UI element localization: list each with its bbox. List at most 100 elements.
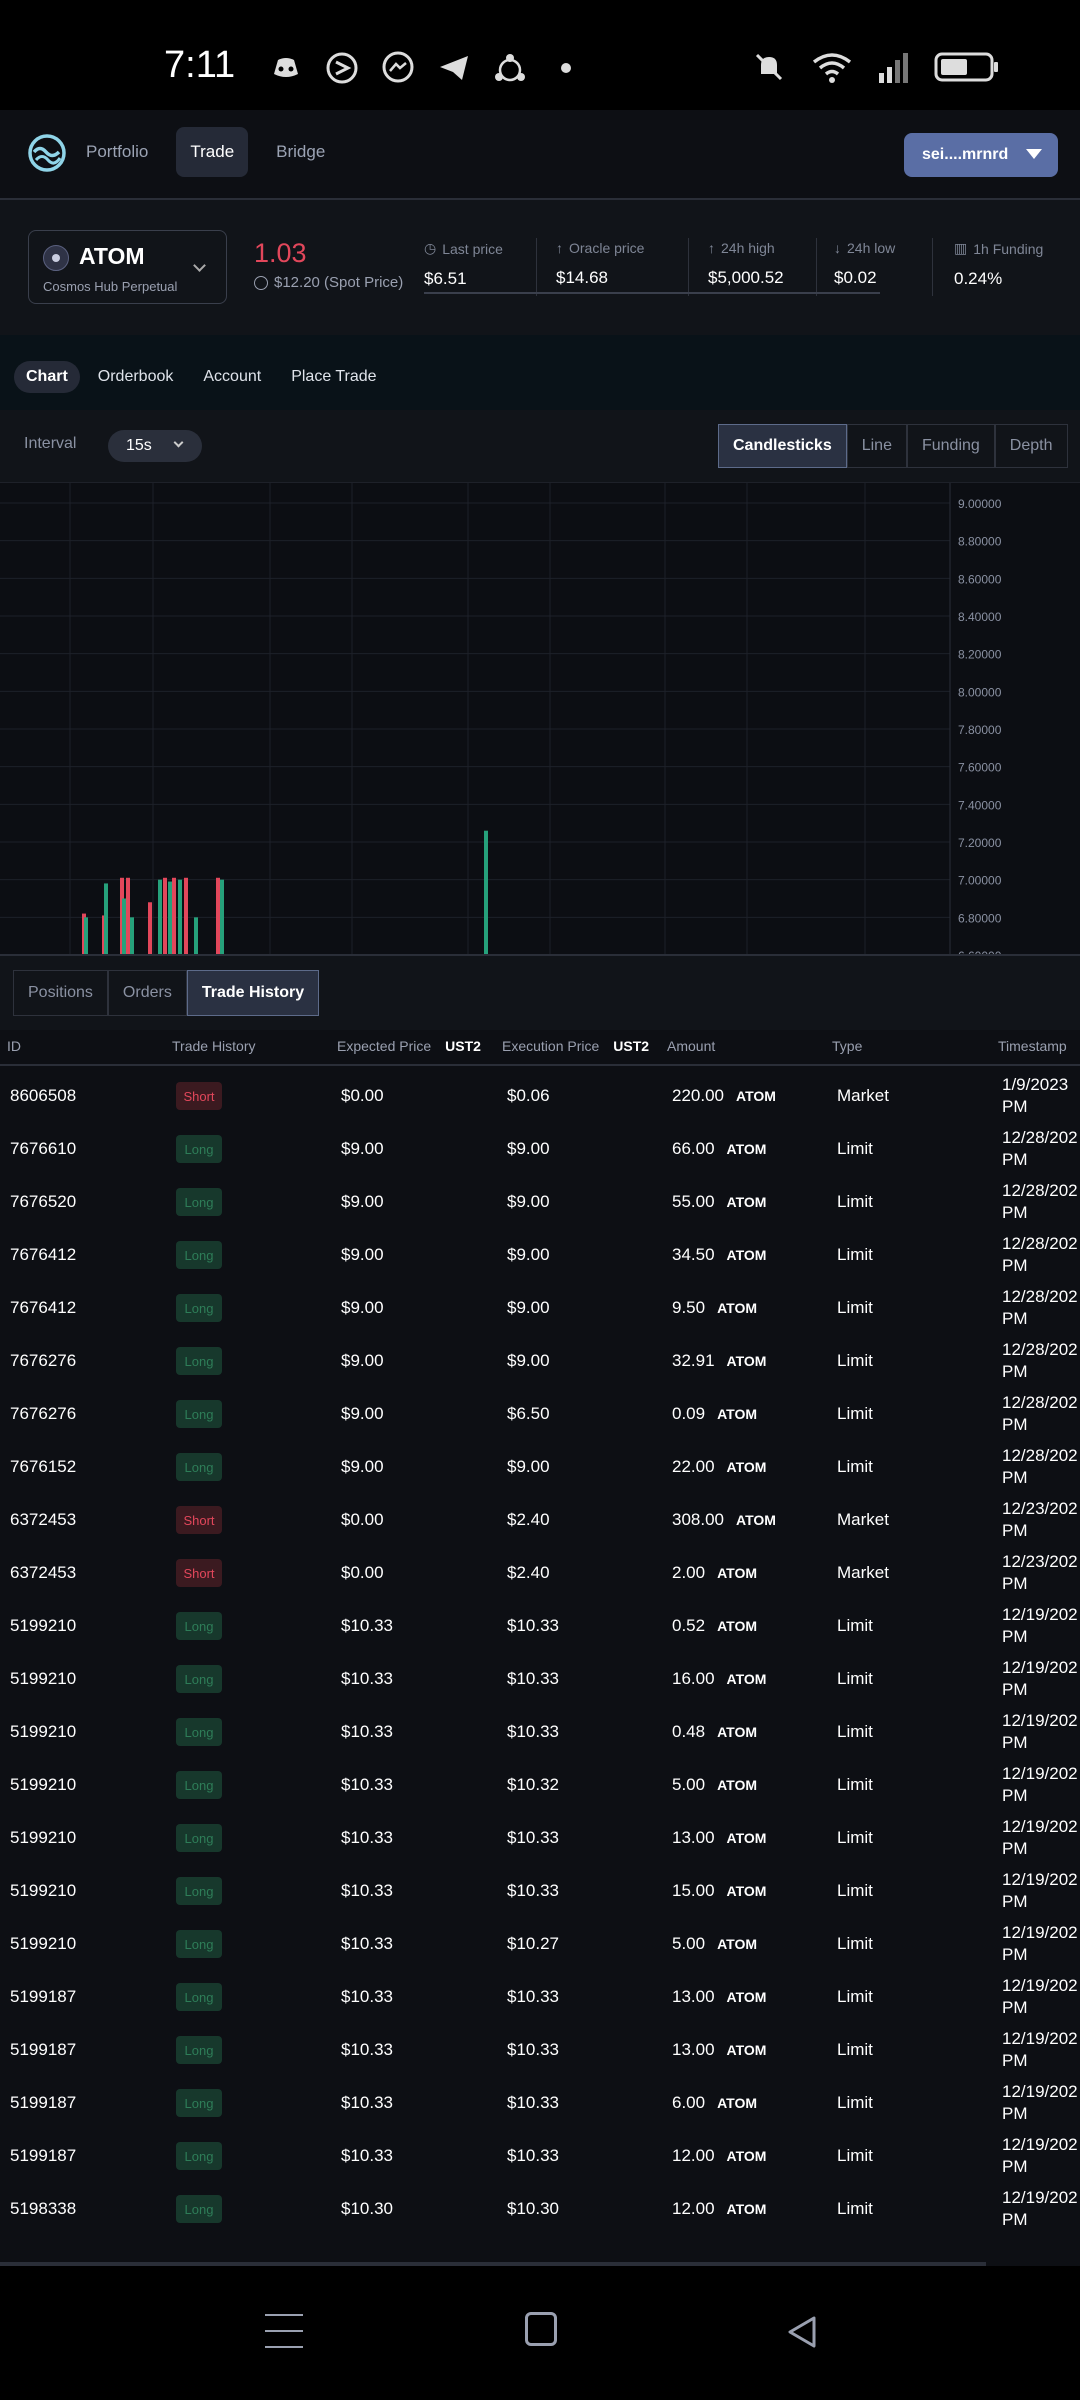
arrow-up-icon: ↑: [708, 240, 715, 256]
col-execution-unit: UST2: [613, 1038, 650, 1054]
spot-price: $12.20 (Spot Price): [254, 274, 403, 291]
table-row[interactable]: 8606508 Short $0.00 $0.06 220.00 ATOM Market 1/…: [0, 1070, 1080, 1123]
table-row[interactable]: 7676152 Long $9.00 $9.00 22.00 ATOM Limit 12/28…: [0, 1441, 1080, 1494]
table-row[interactable]: 7676276 Long $9.00 $6.50 0.09 ATOM Limit 12/28/…: [0, 1388, 1080, 1441]
table-row[interactable]: 7676412 Long $9.00 $9.00 34.50 ATOM Limit 12/28…: [0, 1229, 1080, 1282]
table-row[interactable]: 5199210 Long $10.33 $10.33 13.00 ATOM Limit 12/…: [0, 1812, 1080, 1865]
table-row[interactable]: 7676412 Long $9.00 $9.00 9.50 ATOM Limit 12/28/…: [0, 1282, 1080, 1335]
trade-id: 5199187: [10, 1987, 77, 2006]
amount: 5.00 ATOM: [672, 1934, 757, 1954]
amount-unit: ATOM: [726, 1247, 767, 1263]
trade-id: 6372453: [10, 1510, 77, 1529]
tab-place-trade[interactable]: Place Trade: [291, 368, 377, 385]
tab-candlesticks[interactable]: Candlesticks: [718, 424, 847, 468]
table-row[interactable]: 5199210 Long $10.33 $10.33 0.48 ATOM Limit 12/1…: [0, 1706, 1080, 1759]
table-row[interactable]: 7676610 Long $9.00 $9.00 66.00 ATOM Limit 12/28…: [0, 1123, 1080, 1176]
table-row[interactable]: 5199210 Long $10.33 $10.32 5.00 ATOM Limit 12/1…: [0, 1759, 1080, 1812]
timestamp-time: PM: [1002, 1309, 1028, 1328]
timestamp-time: PM: [1002, 1786, 1028, 1805]
table-row[interactable]: 6372453 Short $0.00 $2.40 308.00 ATOM Market 12…: [0, 1494, 1080, 1547]
wallet-button[interactable]: sei....mrnrd: [904, 133, 1058, 177]
order-type: Market: [837, 1563, 889, 1582]
expected-price: $10.33: [341, 1775, 393, 1794]
table-row[interactable]: 6372453 Short $0.00 $2.40 2.00 ATOM Market 12/2…: [0, 1547, 1080, 1600]
status-time: 7:11: [164, 44, 236, 86]
tab-line[interactable]: Line: [846, 424, 907, 468]
expected-price: $9.00: [341, 1245, 384, 1264]
timestamp-date: 12/19/202: [1002, 1711, 1078, 1730]
timestamp-time: PM: [1002, 1892, 1028, 1911]
trade-id: 7676610: [10, 1139, 77, 1158]
horizontal-scrollbar[interactable]: [0, 2262, 986, 2266]
sei-logo-icon[interactable]: [26, 132, 68, 174]
nav-bridge[interactable]: Bridge: [276, 142, 326, 161]
tab-positions[interactable]: Positions: [13, 970, 108, 1016]
table-row[interactable]: 5199187 Long $10.33 $10.33 12.00 ATOM Limit 12/…: [0, 2130, 1080, 2183]
y-tick-label: 8.40000: [958, 610, 1002, 624]
table-row[interactable]: 5199210 Long $10.33 $10.27 5.00 ATOM Limit 12/1…: [0, 1918, 1080, 1971]
amount-value: 34.50: [672, 1245, 715, 1264]
market-selector[interactable]: ATOM Cosmos Hub Perpetual: [28, 230, 227, 304]
trade-id: 8606508: [10, 1086, 77, 1105]
table-row[interactable]: 5199187 Long $10.33 $10.33 6.00 ATOM Limit 12/1…: [0, 2077, 1080, 2130]
amount: 12.00 ATOM: [672, 2146, 766, 2166]
amount: 0.09 ATOM: [672, 1404, 757, 1424]
execution-price: $0.06: [507, 1086, 550, 1105]
trade-id: 5199210: [10, 1722, 77, 1741]
nav-portfolio[interactable]: Portfolio: [86, 142, 149, 161]
execution-price: $10.33: [507, 1669, 559, 1688]
timestamp-time: PM: [1002, 1097, 1028, 1116]
table-row[interactable]: 5199210 Long $10.33 $10.33 16.00 ATOM Limit 12/…: [0, 1653, 1080, 1706]
col-execution-label: Execution Price: [502, 1038, 600, 1054]
wallet-address: sei....mrnrd: [922, 146, 1009, 163]
amount: 66.00 ATOM: [672, 1139, 766, 1159]
order-type: Limit: [837, 1881, 873, 1900]
amount-value: 0.09: [672, 1404, 706, 1423]
tab-trade-history[interactable]: Trade History: [186, 970, 320, 1016]
chart-canvas[interactable]: 9.00000 8.80000 8.60000 8.40000 8.20000 8.000…: [0, 483, 1080, 954]
candle: [484, 830, 488, 954]
divider: [536, 238, 537, 296]
timestamp: 12/23/202 PM: [1002, 1498, 1078, 1542]
trade-id: 5199187: [10, 2146, 77, 2165]
order-type: Limit: [837, 1722, 873, 1741]
col-side: Trade History: [172, 1038, 256, 1054]
timestamp-date: 12/28/202: [1002, 1340, 1078, 1359]
timestamp: 12/19/202 PM: [1002, 1975, 1078, 2019]
tab-orderbook[interactable]: Orderbook: [97, 368, 174, 385]
tab-orders[interactable]: Orders: [107, 970, 187, 1016]
tab-funding[interactable]: Funding: [906, 424, 995, 468]
table-row[interactable]: 7676276 Long $9.00 $9.00 32.91 ATOM Limit 12/28…: [0, 1335, 1080, 1388]
nav-trade[interactable]: Trade: [176, 127, 249, 177]
back-icon[interactable]: [784, 2314, 820, 2350]
table-row[interactable]: 5199187 Long $10.33 $10.33 13.00 ATOM Limit 12/…: [0, 1971, 1080, 2024]
tab-depth[interactable]: Depth: [994, 424, 1068, 468]
timestamp: 12/23/202 PM: [1002, 1551, 1078, 1595]
recent-apps-icon[interactable]: [265, 2314, 303, 2350]
timestamp-time: PM: [1002, 1627, 1028, 1646]
table-row[interactable]: 7676520 Long $9.00 $9.00 55.00 ATOM Limit 12/28…: [0, 1176, 1080, 1229]
table-row[interactable]: 5199210 Long $10.33 $10.33 15.00 ATOM Limit 12/…: [0, 1865, 1080, 1918]
y-tick-label: 7.20000: [958, 836, 1002, 850]
timestamp-date: 12/23/202: [1002, 1552, 1078, 1571]
timestamp: 12/19/202 PM: [1002, 1763, 1078, 1807]
table-row[interactable]: 5199210 Long $10.33 $10.33 0.52 ATOM Limit 12/1…: [0, 1600, 1080, 1653]
home-icon[interactable]: [525, 2312, 557, 2346]
tab-chart[interactable]: Chart: [14, 361, 80, 393]
table-row[interactable]: 5198338 Long $10.30 $10.30 12.00 ATOM Limit 12/…: [0, 2183, 1080, 2236]
table-row[interactable]: 5199187 Long $10.33 $10.33 13.00 ATOM Limit 12/…: [0, 2024, 1080, 2077]
interval-select[interactable]: 15s: [108, 430, 202, 462]
execution-price: $10.33: [507, 1722, 559, 1741]
amount-value: 22.00: [672, 1457, 715, 1476]
amount-unit: ATOM: [726, 1830, 767, 1846]
execution-price: $10.33: [507, 1881, 559, 1900]
tab-account[interactable]: Account: [203, 368, 262, 385]
expected-price: $9.00: [341, 1298, 384, 1317]
amount: 55.00 ATOM: [672, 1192, 766, 1212]
expected-price: $9.00: [341, 1192, 384, 1211]
price-chart[interactable]: 9.00000 8.80000 8.60000 8.40000 8.20000 8.000…: [0, 482, 1080, 954]
expected-price: $10.33: [341, 1616, 393, 1635]
amount: 13.00 ATOM: [672, 2040, 766, 2060]
order-type: Limit: [837, 2146, 873, 2165]
amount-value: 9.50: [672, 1298, 706, 1317]
